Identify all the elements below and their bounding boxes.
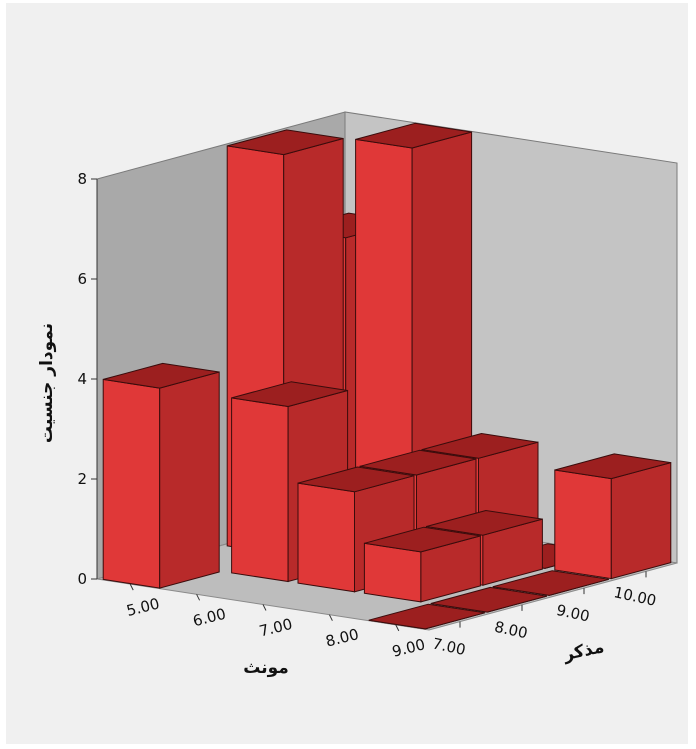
bar-face-top [554,453,671,480]
bar-face-side [610,461,672,580]
x-axis-title: مونث [243,658,289,678]
bar-face-top [297,466,415,493]
bar-9.00-9.00 [492,570,609,596]
y-axis-title: نمودار جنسیت [37,323,57,443]
bar-face-top [426,509,543,536]
bar-face-front [102,378,161,589]
bar-face-front [554,469,612,580]
chart-bars [102,122,672,630]
z-tick-mark [328,614,333,621]
y-tick-label: 8 [77,170,87,188]
x-tick-label: 7.00 [431,634,467,659]
bar-face-top [359,449,477,476]
y-tick-label: 2 [77,470,87,488]
bar-face-top [421,432,539,459]
bar-face-top [368,603,485,630]
bar-face-front [363,542,422,603]
z-tick-label: 5.00 [125,594,162,620]
bar-8.00-8.00 [363,526,481,603]
bar-10.00-9.00 [554,453,672,580]
z-tick-label: 8.00 [324,625,361,651]
z-tick-label: 6.00 [191,605,228,631]
z-tick-mark [196,594,201,601]
z-tick-label: 9.00 [390,635,427,661]
y-tick-label: 0 [77,570,87,588]
z-tick-mark [395,624,400,632]
bar-face-top [430,586,547,613]
x-tick-label: 9.00 [555,601,591,626]
x-tick-label: 8.00 [493,618,529,643]
bar-face-front [297,482,355,593]
bar-face-front [231,397,289,583]
y-tick-label: 4 [77,370,87,388]
bar-face-top [227,129,344,156]
bar-face-top [364,526,481,553]
z-tick-mark [262,604,267,611]
bar-7.00-5.00 [102,362,220,589]
bar-7.00-9.00 [368,603,485,630]
bar-face-top [231,381,348,408]
y-tick-label: 6 [77,270,87,288]
x-tick-label: 10.00 [612,583,658,610]
bar-face-top [103,362,220,389]
bar-face-top [355,122,472,149]
z-tick-label: 7.00 [257,615,294,641]
bar-face-top [492,570,609,596]
bar-face-side [159,371,220,589]
z-axis-title: مذکر [561,637,606,665]
bar-8.00-9.00 [430,586,547,613]
z-tick-mark [129,583,134,591]
